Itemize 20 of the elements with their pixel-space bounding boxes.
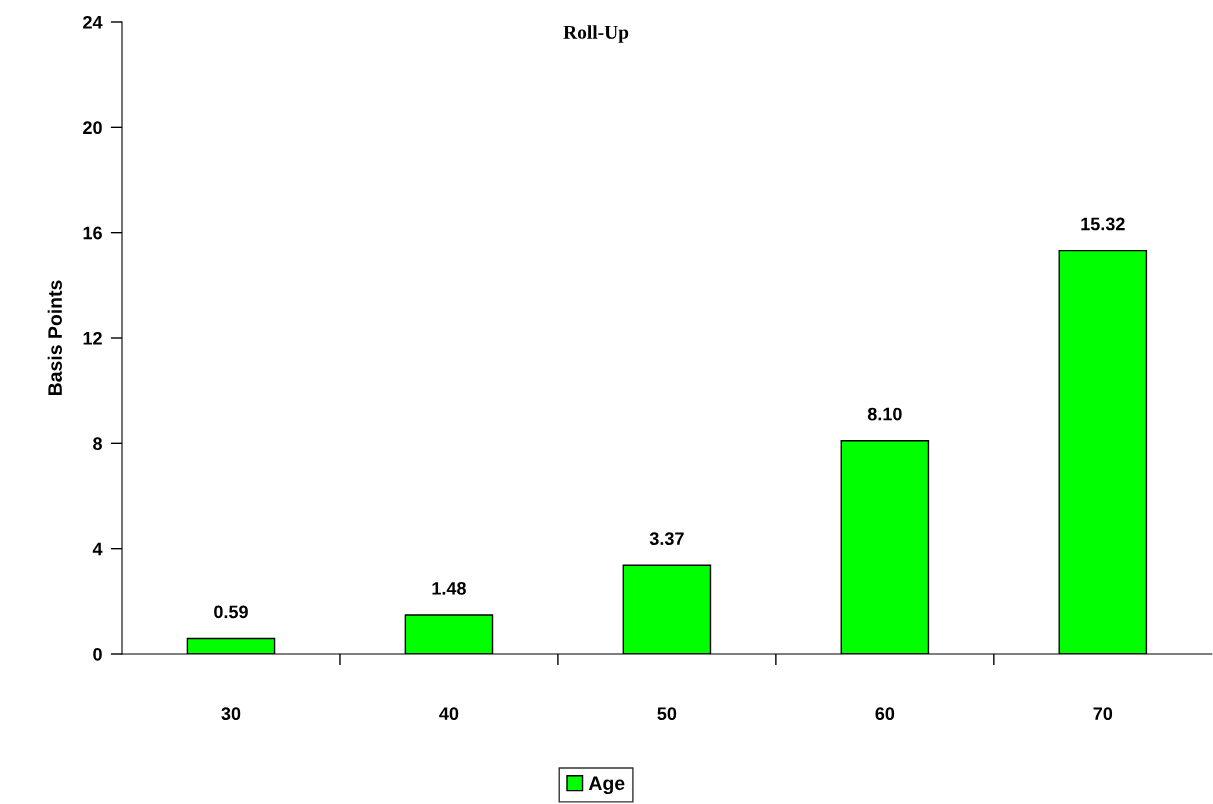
y-tick-label: 16 <box>83 226 102 240</box>
text: 1.48 <box>432 582 466 595</box>
text: 8.10 <box>867 407 902 421</box>
x-tick-label: 60 <box>875 707 895 721</box>
x-tick-label: 30 <box>221 707 241 721</box>
y-tick-label: 4 <box>92 542 103 556</box>
text: 15.32 <box>1081 217 1125 231</box>
x-tick-label: 50 <box>657 707 677 721</box>
y-tick-label: 8 <box>93 437 102 451</box>
text: 0.59 <box>214 605 248 619</box>
legend-label: Age <box>588 776 625 795</box>
x-tick-label: 70 <box>1093 707 1113 721</box>
x-tick-label: 40 <box>439 707 459 721</box>
chart-title: Roll-Up <box>563 25 629 43</box>
y-tick-label: 0 <box>93 647 102 661</box>
y-tick-label: 12 <box>83 331 102 345</box>
y-axis-title: Basis Points <box>47 280 62 396</box>
y-tick-label: 20 <box>83 121 102 135</box>
y-tick-label: 24 <box>83 15 103 29</box>
text: 3.37 <box>649 532 684 546</box>
